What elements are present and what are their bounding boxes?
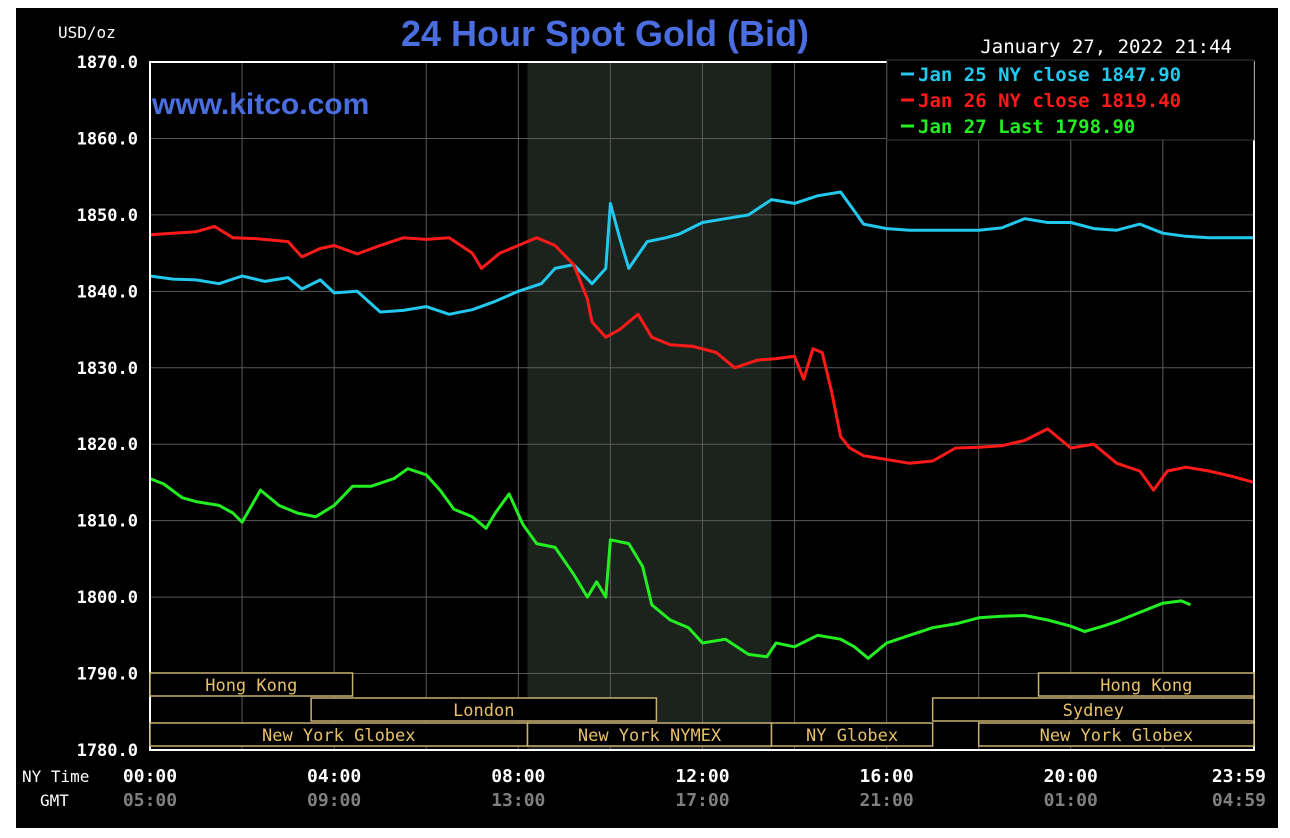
- session-bar: Hong Kong: [149, 672, 354, 697]
- legend-item: Jan 27 Last 1798.90: [901, 116, 1135, 138]
- session-bar-box: [770, 722, 934, 747]
- grid-lines: [150, 61, 1254, 751]
- x-tick-gmt: 05:00: [123, 790, 177, 811]
- x-tick-gmt: 01:00: [1044, 790, 1098, 811]
- highlight-band: [527, 62, 772, 750]
- session-label: Hong Kong: [205, 676, 297, 696]
- session-bar: New York Globex: [977, 722, 1255, 747]
- x-tick-gmt: 13:00: [491, 790, 545, 811]
- series-lines: [149, 190, 1255, 660]
- y-tick-label: 1820.0: [77, 435, 138, 455]
- session-bar-box: [931, 697, 1255, 722]
- plot-frame: [149, 61, 1255, 751]
- legend-label: Jan 25 NY close 1847.90: [918, 64, 1181, 86]
- session-label: New York Globex: [1040, 726, 1194, 746]
- x-tick-ny: 23:59: [1212, 766, 1266, 787]
- session-label: New York Globex: [262, 726, 416, 746]
- session-bar: Sydney: [931, 697, 1255, 722]
- y-axis-ticks: 1780.0 1790.0 1800.0 1810.0 1820.0 1830.0 1840…: [77, 53, 138, 761]
- x-tick-ny: 12:00: [675, 766, 729, 787]
- session-bar: Hong Kong: [1037, 672, 1255, 697]
- legend-box: [886, 59, 1255, 141]
- session-bar: New York Globex: [149, 722, 529, 747]
- y-tick-label: 1860.0: [77, 129, 138, 149]
- x-tick-gmt: 21:00: [860, 790, 914, 811]
- legend: Jan 25 NY close 1847.90 Jan 26 NY close …: [886, 59, 1255, 141]
- y-tick-label: 1840.0: [77, 282, 138, 302]
- session-bar-box: [1037, 672, 1255, 697]
- session-label: Hong Kong: [1100, 676, 1192, 696]
- watermark: www.kitco.com: [151, 88, 369, 121]
- session-bar-box: [310, 697, 658, 722]
- y-tick-label: 1830.0: [77, 359, 138, 379]
- x-tick-ny: 08:00: [491, 766, 545, 787]
- x-axis-ticks: 00:00 05:00 04:00 09:00 08:00 13:00 12:00 17:00…: [123, 766, 1266, 811]
- x-tick-gmt: 04:59: [1212, 790, 1266, 811]
- market-sessions: Hong Kong Hong Kong London Sydney New York G…: [149, 672, 1255, 747]
- session-label: London: [453, 701, 514, 721]
- legend-item: Jan 26 NY close 1819.40: [901, 90, 1181, 112]
- x-tick-gmt: 17:00: [675, 790, 729, 811]
- gmt-label: GMT: [40, 791, 69, 810]
- y-tick-label: 1850.0: [77, 206, 138, 226]
- session-label: New York NYMEX: [578, 726, 722, 746]
- chart-title: 24 Hour Spot Gold (Bid): [401, 13, 809, 54]
- series-line-2: [149, 224, 1255, 492]
- y-tick-label: 1780.0: [77, 741, 138, 761]
- y-tick-label: 1810.0: [77, 512, 138, 532]
- legend-item: Jan 25 NY close 1847.90: [901, 64, 1181, 86]
- date-time: January 27, 2022 21:44: [980, 36, 1232, 58]
- unit-label: USD/oz: [58, 23, 116, 42]
- y-tick-label: 1790.0: [77, 665, 138, 685]
- series-line-1: [149, 190, 1254, 316]
- y-tick-label: 1870.0: [77, 53, 138, 73]
- session-bar-box: [977, 722, 1255, 747]
- y-tick-label: 1800.0: [77, 588, 138, 608]
- x-tick-ny: 16:00: [860, 766, 914, 787]
- legend-label: Jan 26 NY close 1819.40: [918, 90, 1181, 112]
- x-tick-ny: 20:00: [1044, 766, 1098, 787]
- x-tick-gmt: 09:00: [307, 790, 361, 811]
- x-tick-ny: 00:00: [123, 766, 177, 787]
- legend-label: Jan 27 Last 1798.90: [918, 116, 1135, 138]
- session-bar: NY Globex: [770, 722, 934, 747]
- session-label: Sydney: [1063, 701, 1124, 721]
- session-label: NY Globex: [806, 726, 898, 746]
- session-bar: London: [310, 697, 658, 722]
- session-bar: New York NYMEX: [526, 722, 773, 747]
- session-bar-box: [149, 672, 354, 697]
- ny-time-label: NY Time: [22, 767, 89, 786]
- x-tick-ny: 04:00: [307, 766, 361, 787]
- series-line-3: [149, 467, 1192, 660]
